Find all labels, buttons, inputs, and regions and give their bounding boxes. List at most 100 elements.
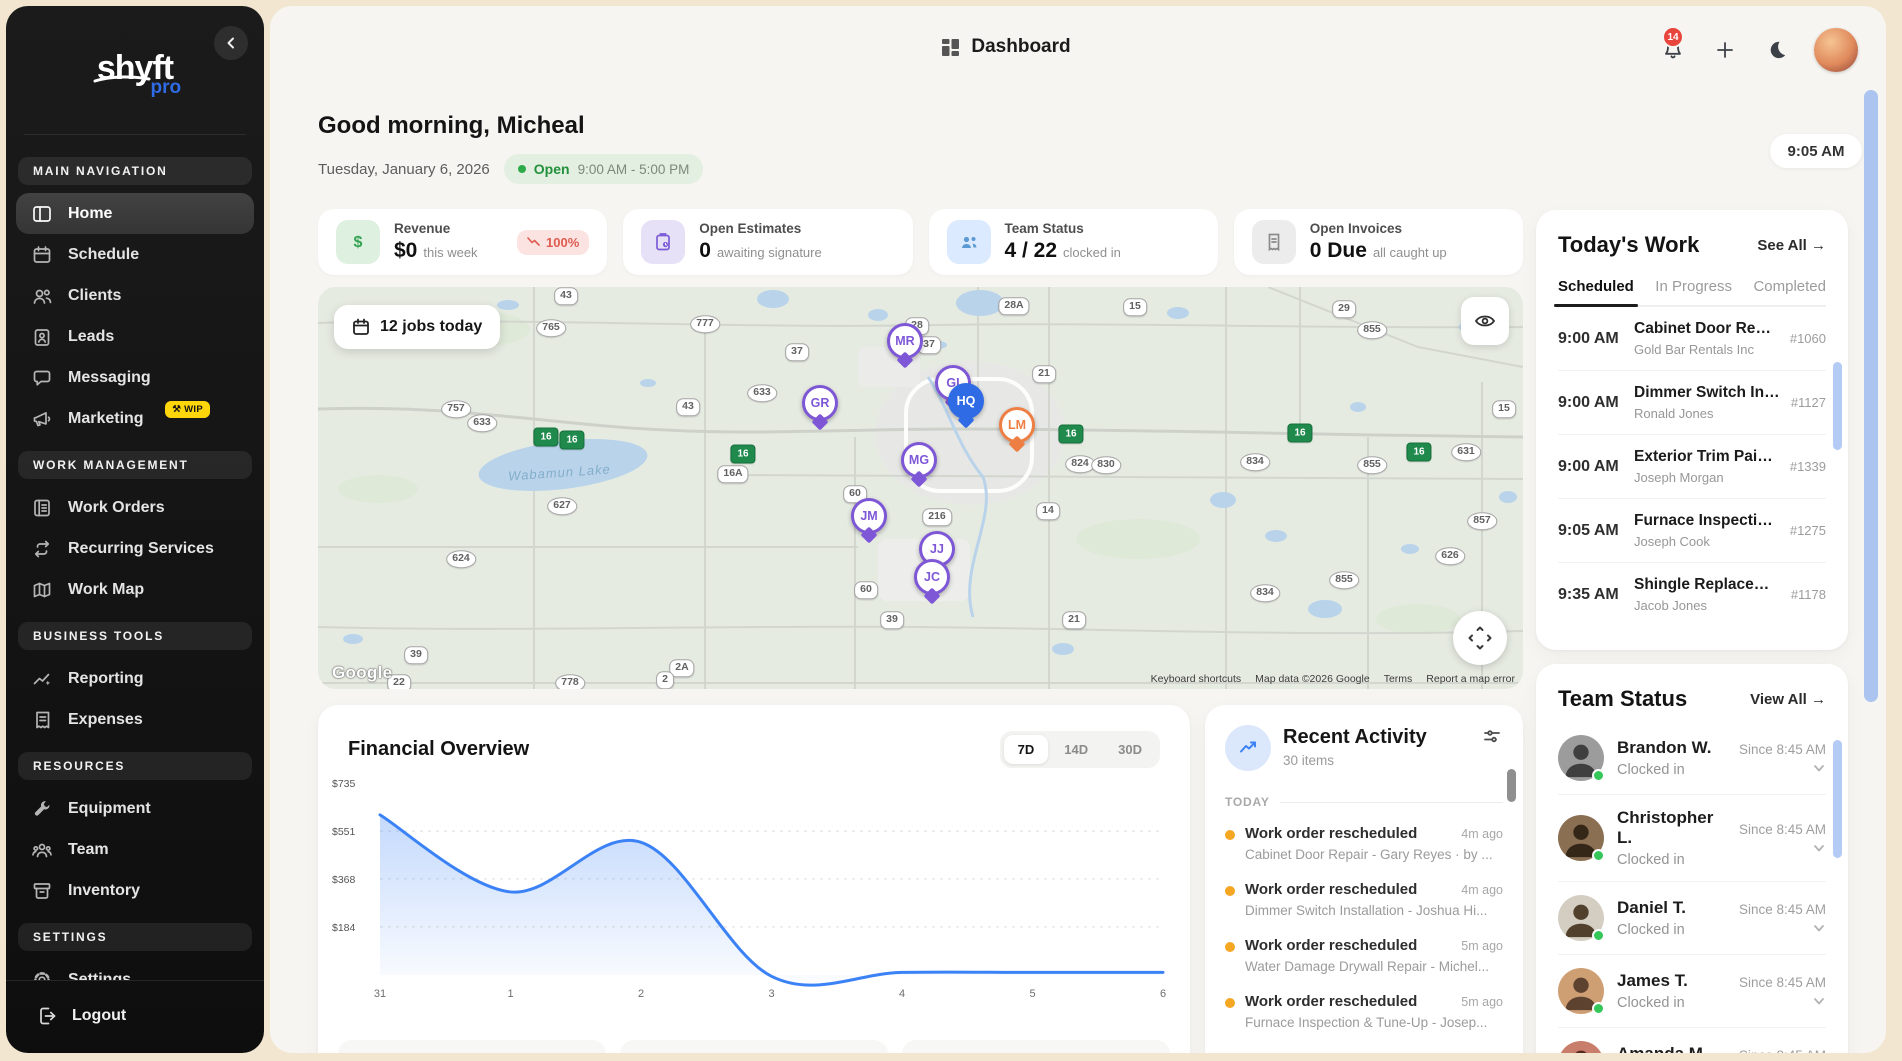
stat-card-team-status[interactable]: Team Status 4 / 22 clocked in bbox=[928, 209, 1218, 275]
jobs-today-label: 12 jobs today bbox=[380, 318, 483, 335]
stat-card-invoices[interactable]: Open Invoices 0 Due all caught up bbox=[1233, 209, 1523, 275]
sidebar-item-leads[interactable]: Leads bbox=[16, 316, 254, 357]
user-avatar[interactable] bbox=[1814, 28, 1858, 72]
job-time: 9:35 AM bbox=[1558, 585, 1619, 603]
tab-completed[interactable]: Completed bbox=[1753, 278, 1826, 295]
team-member-row[interactable]: Brandon W. Clocked in Since 8:45 AM bbox=[1558, 722, 1826, 795]
road-shield: 757 bbox=[441, 400, 471, 418]
job-id: #1127 bbox=[1790, 395, 1826, 410]
job-row[interactable]: 9:00 AM Dimmer Switch Installa... Ronald … bbox=[1558, 371, 1826, 435]
map-pin-lm[interactable]: LM bbox=[999, 407, 1035, 443]
stat-caption: all caught up bbox=[1372, 245, 1447, 260]
legend-avg-ticket[interactable]: Avg Ticket bbox=[902, 1040, 1170, 1053]
activity-item[interactable]: Work order rescheduled 4m ago Dimmer Swit… bbox=[1225, 871, 1503, 927]
highway-16-shield: 16 bbox=[1058, 424, 1084, 444]
google-logo[interactable]: Google bbox=[332, 663, 393, 682]
map-pin-jc[interactable]: JC bbox=[914, 559, 950, 595]
sidebar-item-equipment[interactable]: Equipment bbox=[16, 788, 254, 829]
team-member-row[interactable]: Daniel T. Clocked in Since 8:45 AM bbox=[1558, 882, 1826, 955]
team-member-row[interactable]: Christopher L. Clocked in Since 8:45 AM bbox=[1558, 795, 1826, 882]
view-all-link[interactable]: View All → bbox=[1750, 690, 1826, 708]
map-pin-hq[interactable]: HQ bbox=[948, 383, 984, 419]
jobs-today-button[interactable]: 12 jobs today bbox=[334, 305, 501, 349]
activity-item-time: 4m ago bbox=[1461, 883, 1503, 897]
dark-mode-toggle[interactable] bbox=[1762, 35, 1792, 65]
sidebar-item-settings[interactable]: Settings bbox=[16, 959, 254, 980]
logout-label: Logout bbox=[72, 1007, 127, 1024]
todays-work-scrollbar[interactable] bbox=[1833, 362, 1842, 450]
sidebar-divider bbox=[24, 134, 246, 135]
sidebar-item-label: Settings bbox=[68, 970, 132, 981]
terms-link[interactable]: Terms bbox=[1383, 673, 1413, 685]
tools-icon bbox=[31, 798, 53, 820]
map-pin-mg[interactable]: MG bbox=[901, 442, 937, 478]
filter-icon[interactable] bbox=[1481, 725, 1503, 747]
sidebar-collapse-button[interactable] bbox=[214, 26, 248, 60]
job-row[interactable]: 9:00 AM Exterior Trim Painting Joseph Mor… bbox=[1558, 435, 1826, 499]
logo-swoosh bbox=[93, 75, 151, 83]
activity-item[interactable]: Work order rescheduled 5m ago Furnace Ins… bbox=[1225, 983, 1503, 1039]
map-pin-mr[interactable]: MR bbox=[887, 323, 923, 359]
sidebar-item-label: Home bbox=[68, 204, 113, 222]
job-title: Exterior Trim Painting bbox=[1634, 448, 1780, 465]
notifications-button[interactable]: 14 bbox=[1658, 26, 1688, 65]
sidebar-item-marketing[interactable]: Marketing ⚒ WIP bbox=[16, 398, 254, 439]
map-pin-gr[interactable]: GR bbox=[802, 385, 838, 421]
road-shield: 21 bbox=[1032, 365, 1056, 383]
sidebar-item-team[interactable]: Team bbox=[16, 829, 254, 870]
chevron-down-icon[interactable] bbox=[1812, 841, 1826, 855]
see-all-link[interactable]: See All → bbox=[1757, 236, 1826, 254]
legend-outstanding[interactable]: Outstanding bbox=[620, 1040, 888, 1053]
keyboard-shortcuts-link[interactable]: Keyboard shortcuts bbox=[1150, 673, 1242, 685]
jobs-map[interactable]: 43765777372828A1529855372121615633437576… bbox=[318, 287, 1523, 689]
job-row[interactable]: 9:05 AM Furnace Inspection & T... Joseph … bbox=[1558, 499, 1826, 563]
job-row[interactable]: 9:00 AM Cabinet Door Repair Gold Bar Rent… bbox=[1558, 307, 1826, 371]
sidebar-item-home[interactable]: Home bbox=[16, 193, 254, 234]
sidebar-item-clients[interactable]: Clients bbox=[16, 275, 254, 316]
online-status-dot bbox=[1592, 769, 1605, 782]
activity-item[interactable]: Work order rescheduled 5m ago Water Damag… bbox=[1225, 927, 1503, 983]
map-pin-jm[interactable]: JM bbox=[851, 498, 887, 534]
svg-text:5: 5 bbox=[1029, 988, 1035, 1000]
road-shield: 778 bbox=[555, 674, 585, 689]
range-tab-14d[interactable]: 14D bbox=[1064, 742, 1089, 757]
legend-collected[interactable]: Collected bbox=[338, 1040, 606, 1053]
sidebar-item-recurring-services[interactable]: Recurring Services bbox=[16, 528, 254, 569]
team-status-scrollbar[interactable] bbox=[1833, 740, 1842, 858]
tab-in-progress[interactable]: In Progress bbox=[1655, 278, 1732, 295]
chevron-down-icon[interactable] bbox=[1812, 921, 1826, 935]
report-error-link[interactable]: Report a map error bbox=[1426, 673, 1515, 685]
stat-value: 4 / 22 bbox=[1004, 239, 1058, 262]
map-visibility-button[interactable] bbox=[1461, 297, 1509, 345]
tab-scheduled[interactable]: Scheduled bbox=[1554, 278, 1638, 307]
activity-dot bbox=[1225, 998, 1235, 1008]
page-scrollbar[interactable] bbox=[1864, 90, 1878, 702]
add-button[interactable] bbox=[1710, 35, 1740, 65]
member-status: Clocked in bbox=[1617, 762, 1685, 778]
map-attribution: Keyboard shortcuts Map data ©2026 Google… bbox=[1151, 673, 1515, 685]
open-dot bbox=[517, 165, 526, 173]
chevron-down-icon[interactable] bbox=[1812, 761, 1826, 775]
stat-card-revenue[interactable]: $ Revenue $0 this week 100% bbox=[318, 209, 608, 275]
sidebar-item-reporting[interactable]: Reporting bbox=[16, 658, 254, 699]
job-row[interactable]: 9:35 AM Shingle Replacement - ... Jacob J… bbox=[1558, 563, 1826, 626]
logout-button[interactable]: Logout bbox=[20, 995, 250, 1037]
activity-scrollbar[interactable] bbox=[1507, 769, 1516, 802]
sidebar-item-work-orders[interactable]: Work Orders bbox=[16, 487, 254, 528]
sidebar-item-expenses[interactable]: Expenses bbox=[16, 699, 254, 740]
road-shield: 28A bbox=[998, 297, 1030, 315]
range-tab-7d[interactable]: 7D bbox=[1003, 735, 1049, 764]
range-tab-30d[interactable]: 30D bbox=[1118, 742, 1142, 757]
team-member-row[interactable]: James T. Clocked in Since 8:45 AM bbox=[1558, 955, 1826, 1028]
sidebar-item-messaging[interactable]: Messaging bbox=[16, 357, 254, 398]
team-member-row[interactable]: Amanda M.Clocked in Since 8:45 AM bbox=[1558, 1028, 1826, 1053]
sidebar-item-schedule[interactable]: Schedule bbox=[16, 234, 254, 275]
stat-card-estimates[interactable]: Open Estimates 0 awaiting signature bbox=[623, 209, 913, 275]
greeting-title: Good morning, Micheal bbox=[318, 112, 585, 139]
sidebar-item-work-map[interactable]: Work Map bbox=[16, 569, 254, 610]
sidebar-item-inventory[interactable]: Inventory bbox=[16, 870, 254, 911]
map-pan-button[interactable] bbox=[1453, 611, 1507, 665]
activity-item[interactable]: Work order rescheduled 4m ago Cabinet Doo… bbox=[1225, 815, 1503, 871]
chevron-down-icon[interactable] bbox=[1812, 994, 1826, 1008]
